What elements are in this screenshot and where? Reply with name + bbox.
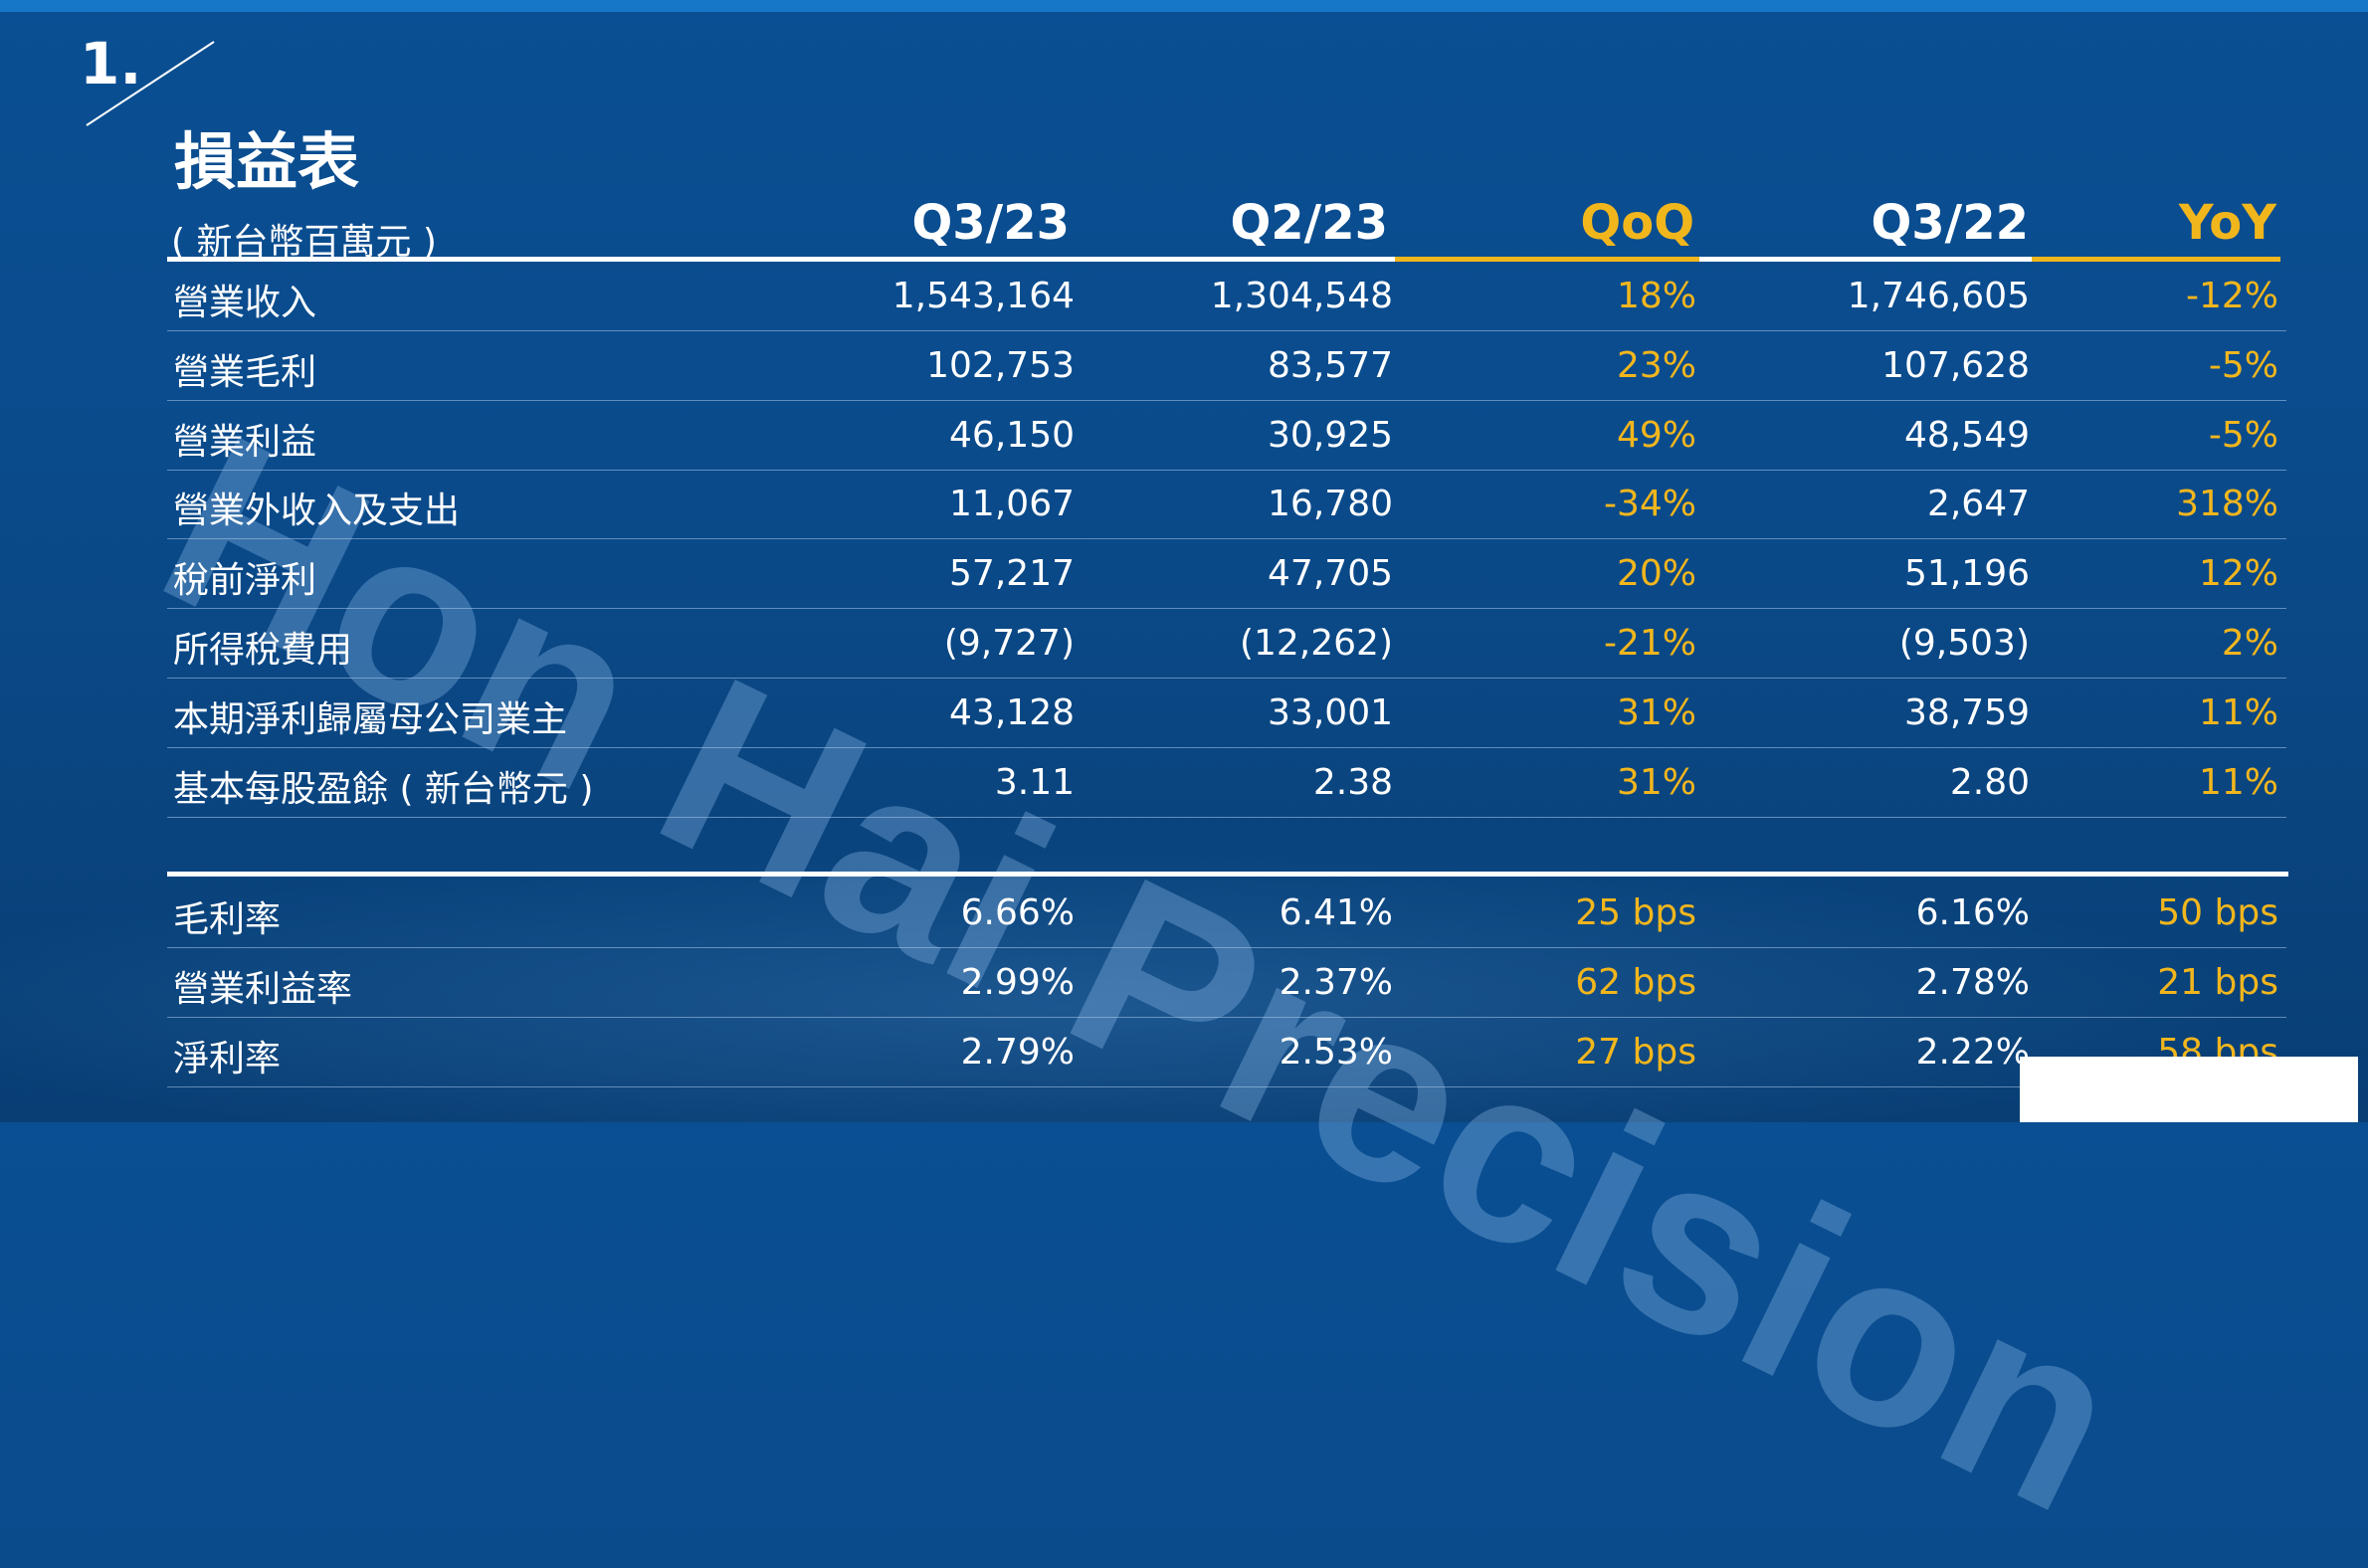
table-row: 營業利益率 2.99% 2.37% 62 bps 2.78% 21 bps (167, 948, 2286, 1018)
cell-q2-23: (12,262) (1239, 623, 1393, 664)
cell-yoy: -5% (2208, 414, 2278, 456)
cell-qoq: 62 bps (1575, 961, 1696, 1003)
cell-q3-22: 6.16% (1915, 892, 2030, 933)
cell-yoy: 11% (2198, 691, 2278, 733)
row-label: 營業利益率 (173, 968, 353, 1010)
table-row: 毛利率 6.66% 6.41% 25 bps 6.16% 50 bps (167, 879, 2286, 948)
row-label: 毛利率 (173, 899, 282, 940)
row-label: 營業毛利 (173, 351, 317, 393)
cell-q2-23: 30,925 (1268, 414, 1393, 456)
cell-q2-23: 2.53% (1279, 1031, 1393, 1073)
cell-q3-23: 2.99% (960, 961, 1075, 1003)
header-underline-gold-yoy (2032, 257, 2280, 262)
ratio-section-top-line (167, 872, 2288, 877)
cell-q3-23: 6.66% (960, 892, 1075, 933)
cell-qoq: 25 bps (1575, 892, 1696, 933)
cell-yoy: 50 bps (2157, 892, 2278, 933)
cell-q3-22: 2.22% (1915, 1031, 2030, 1073)
cell-q3-23: 43,128 (949, 691, 1075, 733)
cell-q2-23: 47,705 (1268, 553, 1393, 595)
row-label: 營業利益 (173, 421, 317, 463)
table-row: 營業毛利 102,753 83,577 23% 107,628 -5% (167, 331, 2286, 401)
cell-qoq: -21% (1603, 623, 1696, 664)
cell-q2-23: 2.38 (1312, 761, 1393, 803)
cell-qoq: -34% (1603, 484, 1696, 525)
header-underline-white-1 (167, 257, 1395, 262)
table-row: 本期淨利歸屬母公司業主 43,128 33,001 31% 38,759 11% (167, 679, 2286, 748)
table-row: 基本每股盈餘 ( 新台幣元 ) 3.11 2.38 31% 2.80 11% (167, 748, 2286, 818)
section-slash-decoration (86, 41, 215, 126)
column-header-qoq: QoQ (1580, 195, 1694, 251)
white-overlay-box (2020, 1057, 2358, 1122)
row-label: 基本每股盈餘 ( 新台幣元 ) (173, 768, 594, 810)
cell-q2-23: 6.41% (1279, 892, 1393, 933)
cell-q3-22: (9,503) (1898, 623, 2030, 664)
section-number: 1. (80, 30, 142, 98)
cell-q3-23: (9,727) (943, 623, 1075, 664)
cell-q3-22: 2.80 (1949, 761, 2030, 803)
row-label: 稅前淨利 (173, 560, 317, 602)
background-glow (0, 836, 2368, 1122)
cell-yoy: 11% (2198, 761, 2278, 803)
cell-yoy: -12% (2185, 276, 2278, 316)
cell-qoq: 49% (1616, 414, 1696, 456)
table-row: 所得稅費用 (9,727) (12,262) -21% (9,503) 2% (167, 609, 2286, 679)
cell-q2-23: 83,577 (1268, 344, 1393, 386)
header-underline-gold-qoq (1395, 257, 1699, 262)
table-row: 稅前淨利 57,217 47,705 20% 51,196 12% (167, 539, 2286, 610)
table-row: 營業利益 46,150 30,925 49% 48,549 -5% (167, 401, 2286, 471)
cell-qoq: 27 bps (1575, 1031, 1696, 1073)
table-row: 淨利率 2.79% 2.53% 27 bps 2.22% 58 bps (167, 1018, 2286, 1087)
cell-qoq: 23% (1616, 344, 1696, 386)
cell-q3-22: 1,746,605 (1847, 276, 2030, 316)
cell-q2-23: 33,001 (1268, 691, 1393, 733)
cell-yoy: 21 bps (2157, 961, 2278, 1003)
cell-q3-22: 107,628 (1881, 344, 2030, 386)
cell-q3-22: 48,549 (1904, 414, 2030, 456)
page-title: 損益表 (174, 125, 360, 198)
cell-yoy: 2% (2221, 623, 2278, 664)
cell-q3-22: 2,647 (1926, 484, 2030, 525)
cell-qoq: 31% (1616, 761, 1696, 803)
cell-q3-22: 38,759 (1904, 691, 2030, 733)
cell-q2-23: 16,780 (1268, 484, 1393, 525)
cell-yoy: 318% (2176, 484, 2278, 525)
table-row: 營業外收入及支出 11,067 16,780 -34% 2,647 318% (167, 470, 2286, 540)
cell-q3-23: 102,753 (926, 344, 1075, 386)
row-label: 營業收入 (173, 283, 317, 323)
cell-q3-23: 1,543,164 (891, 276, 1075, 316)
cell-yoy: -5% (2208, 344, 2278, 386)
cell-q3-23: 11,067 (949, 484, 1075, 525)
cell-q3-23: 46,150 (949, 414, 1075, 456)
cell-q3-22: 51,196 (1904, 553, 2030, 595)
cell-q2-23: 1,304,548 (1210, 276, 1393, 316)
column-header-q2-23: Q2/23 (1230, 195, 1388, 251)
column-header-yoy: YoY (2178, 195, 2276, 251)
column-header-q3-22: Q3/22 (1871, 195, 2029, 251)
cell-q3-23: 57,217 (949, 553, 1075, 595)
cell-qoq: 18% (1616, 276, 1696, 316)
cell-qoq: 31% (1616, 691, 1696, 733)
header-underline-white-2 (1699, 257, 2032, 262)
cell-yoy: 12% (2198, 553, 2278, 595)
table-row: 營業收入 1,543,164 1,304,548 18% 1,746,605 -12% (167, 262, 2286, 331)
cell-q2-23: 2.37% (1279, 961, 1393, 1003)
row-label: 所得稅費用 (173, 630, 353, 671)
cell-q3-23: 3.11 (994, 761, 1075, 803)
row-label: 淨利率 (173, 1038, 282, 1079)
unit-label: ( 新台幣百萬元 ) (171, 222, 437, 263)
cell-q3-23: 2.79% (960, 1031, 1075, 1073)
cell-q3-22: 2.78% (1915, 961, 2030, 1003)
row-label: 營業外收入及支出 (173, 490, 461, 532)
top-accent-bar (0, 0, 2368, 12)
column-header-q3-23: Q3/23 (911, 195, 1070, 251)
cell-qoq: 20% (1616, 553, 1696, 595)
row-label: 本期淨利歸屬母公司業主 (173, 698, 568, 740)
